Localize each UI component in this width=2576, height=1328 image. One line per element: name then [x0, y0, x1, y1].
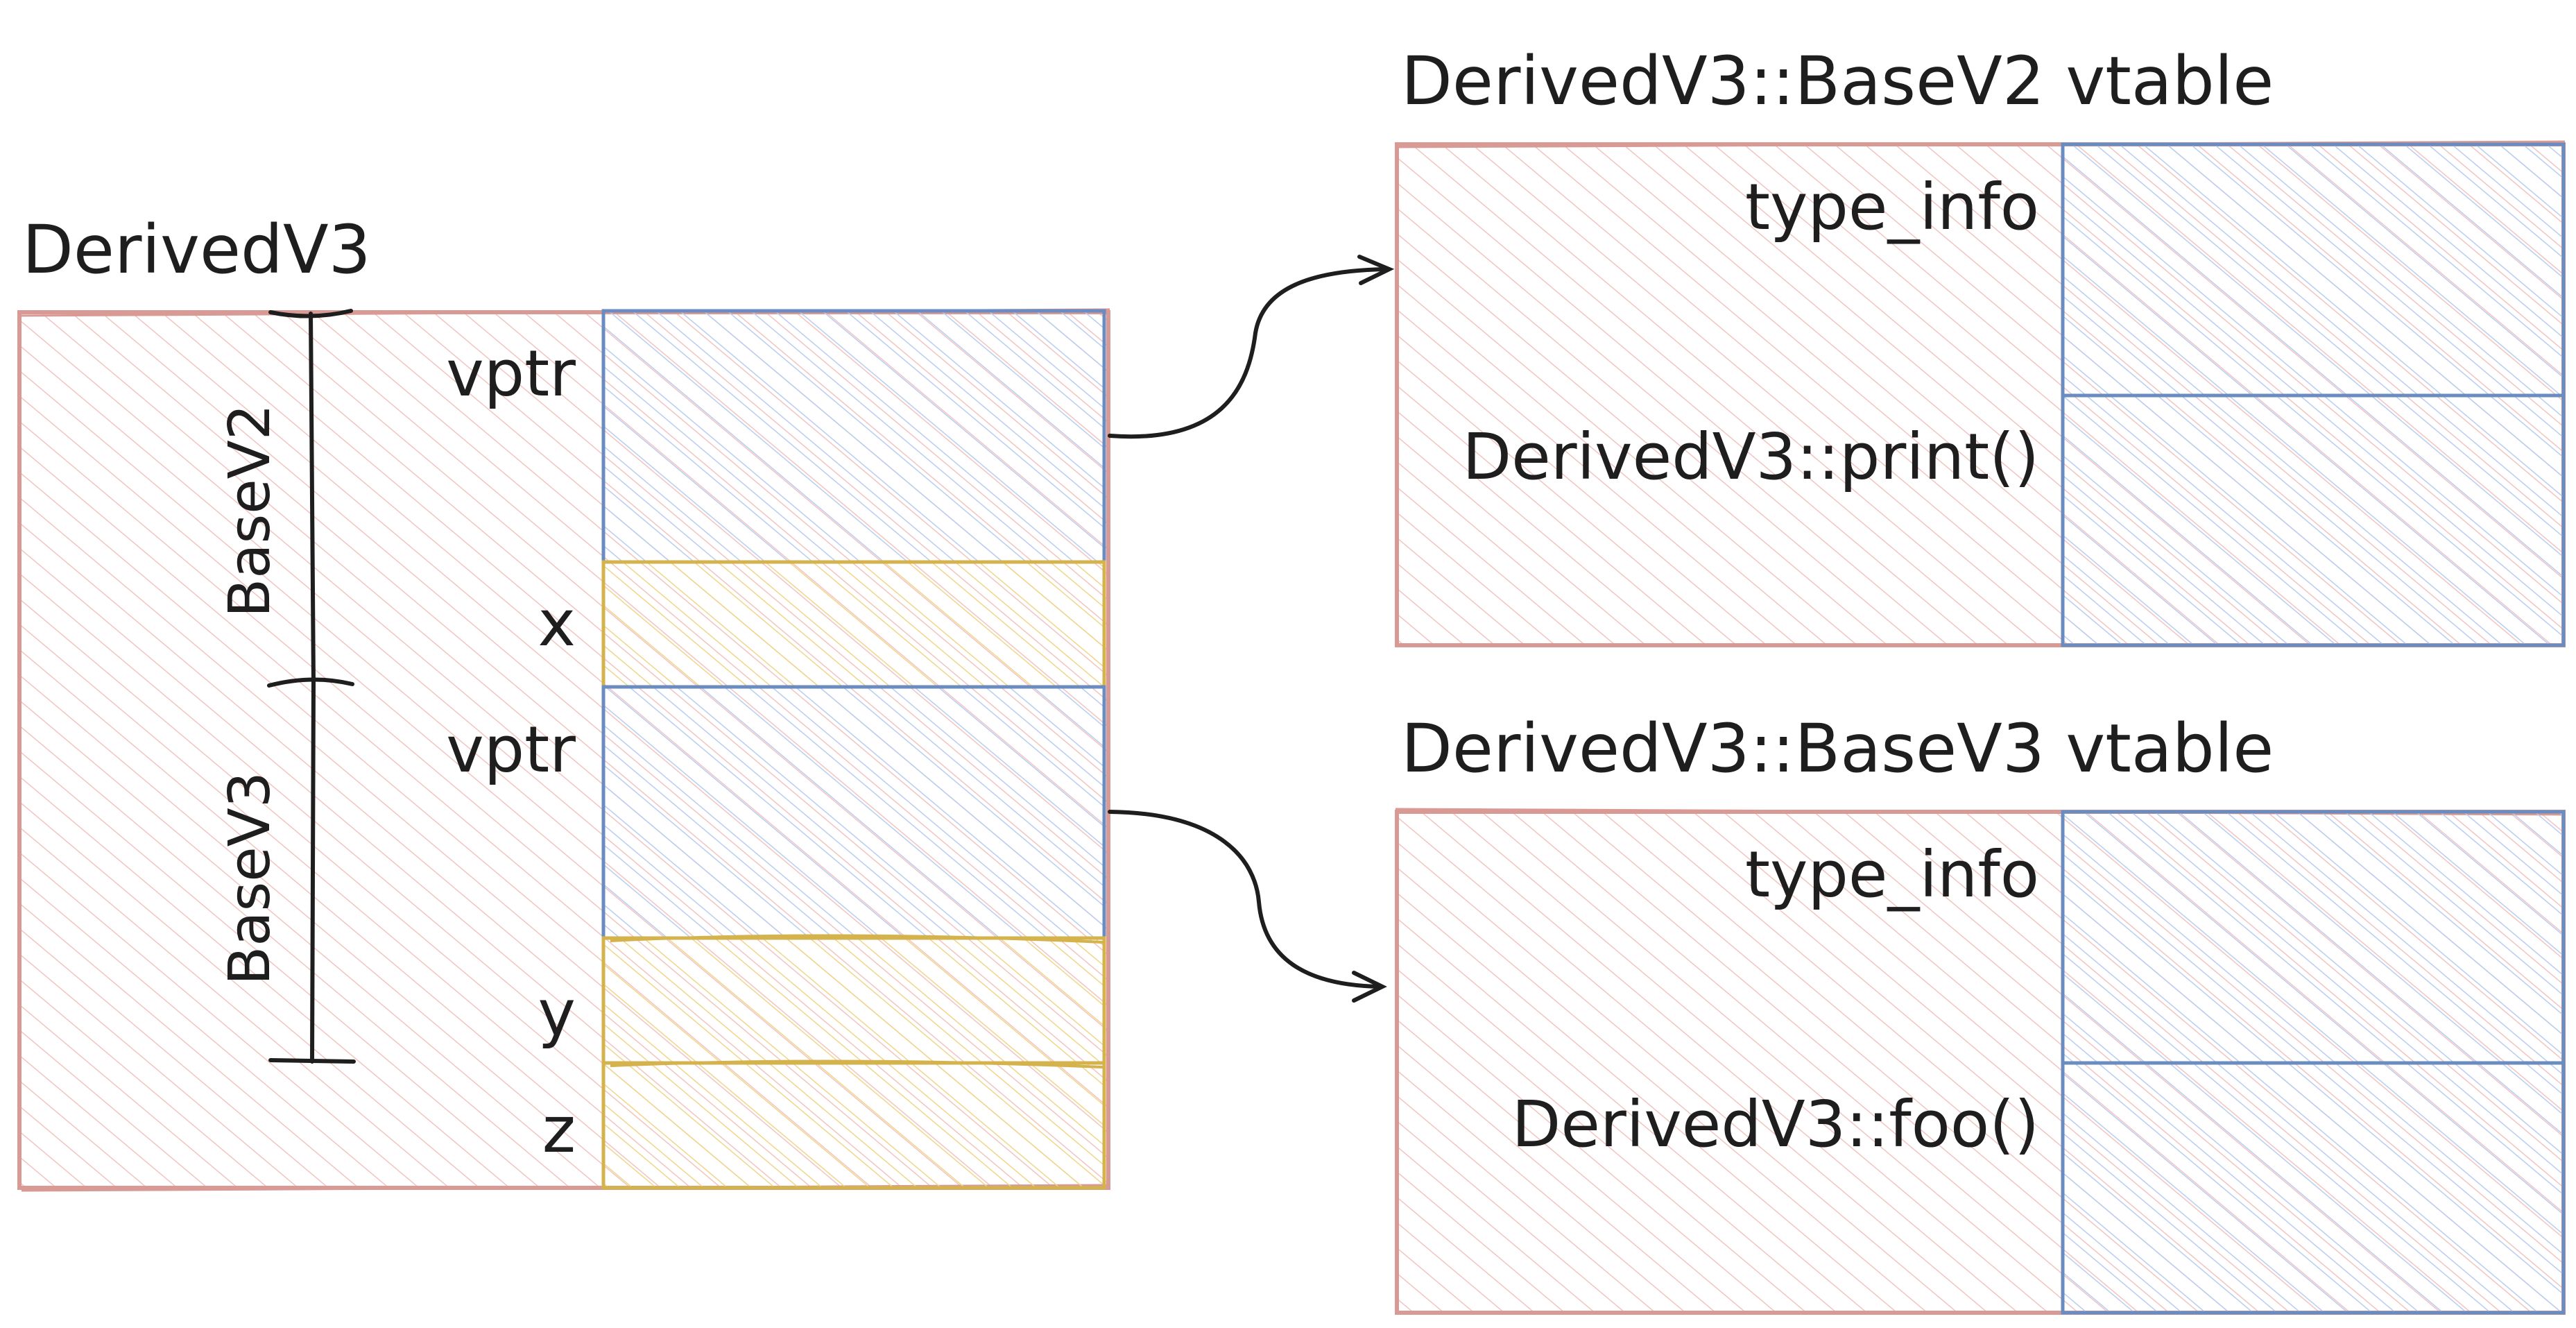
vtable-slot-foo	[2061, 1061, 2566, 1315]
slot-label-vptr-1: vptr	[446, 337, 576, 411]
vtable-slot-type-info-1	[2061, 142, 2566, 398]
bracket-line	[267, 309, 356, 1064]
vtable-title-basev2: DerivedV3::BaseV2 vtable	[1401, 42, 2274, 120]
slot-label-vptr-2: vptr	[446, 713, 576, 787]
slot-label-z: z	[542, 1093, 576, 1167]
object-title: DerivedV3	[22, 211, 371, 289]
vtable-entry-type-info-1: type_info	[1745, 170, 2039, 244]
vtable-slot-print	[2061, 393, 2566, 647]
pointer-arrow-basev2	[1108, 255, 1395, 439]
slot-z	[601, 1059, 1106, 1190]
vtable-title-basev3: DerivedV3::BaseV3 vtable	[1401, 710, 2274, 788]
slot-vptr-basev2	[601, 309, 1106, 564]
slot-vptr-basev3	[601, 685, 1106, 940]
slot-y	[601, 934, 1106, 1065]
bracket-label-basev3: BaseV3	[217, 772, 283, 985]
slot-label-x: x	[538, 586, 576, 661]
bracket-label-basev2: BaseV2	[217, 404, 283, 618]
pointer-arrow-basev3	[1108, 810, 1387, 1003]
vtable-slot-type-info-2	[2061, 810, 2566, 1065]
vtable-entry-type-info-2: type_info	[1745, 837, 2039, 912]
slot-label-y: y	[538, 976, 576, 1050]
vtable-entry-print: DerivedV3::print()	[1462, 420, 2039, 494]
slot-x	[601, 560, 1106, 689]
vtable-entry-foo: DerivedV3::foo()	[1512, 1087, 2039, 1161]
